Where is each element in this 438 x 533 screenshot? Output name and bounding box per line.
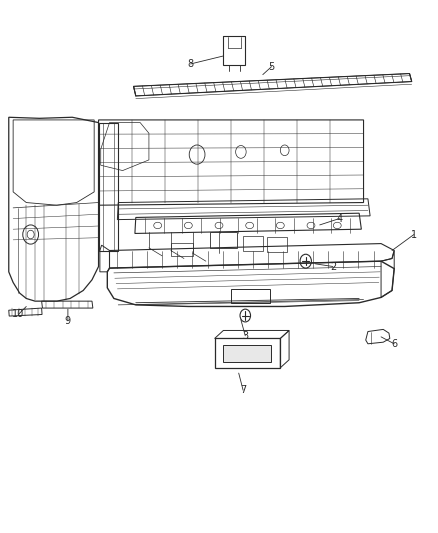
Text: 7: 7 (240, 385, 246, 395)
FancyBboxPatch shape (231, 289, 270, 303)
Text: 10: 10 (12, 310, 25, 319)
FancyBboxPatch shape (223, 345, 271, 362)
Text: 5: 5 (268, 62, 275, 71)
Text: 6: 6 (391, 339, 397, 349)
Text: 3: 3 (242, 331, 248, 341)
Text: 8: 8 (187, 59, 194, 69)
Text: 9: 9 (65, 316, 71, 326)
Text: 2: 2 (330, 262, 336, 271)
Text: 1: 1 (411, 230, 417, 239)
Text: 4: 4 (336, 214, 343, 223)
